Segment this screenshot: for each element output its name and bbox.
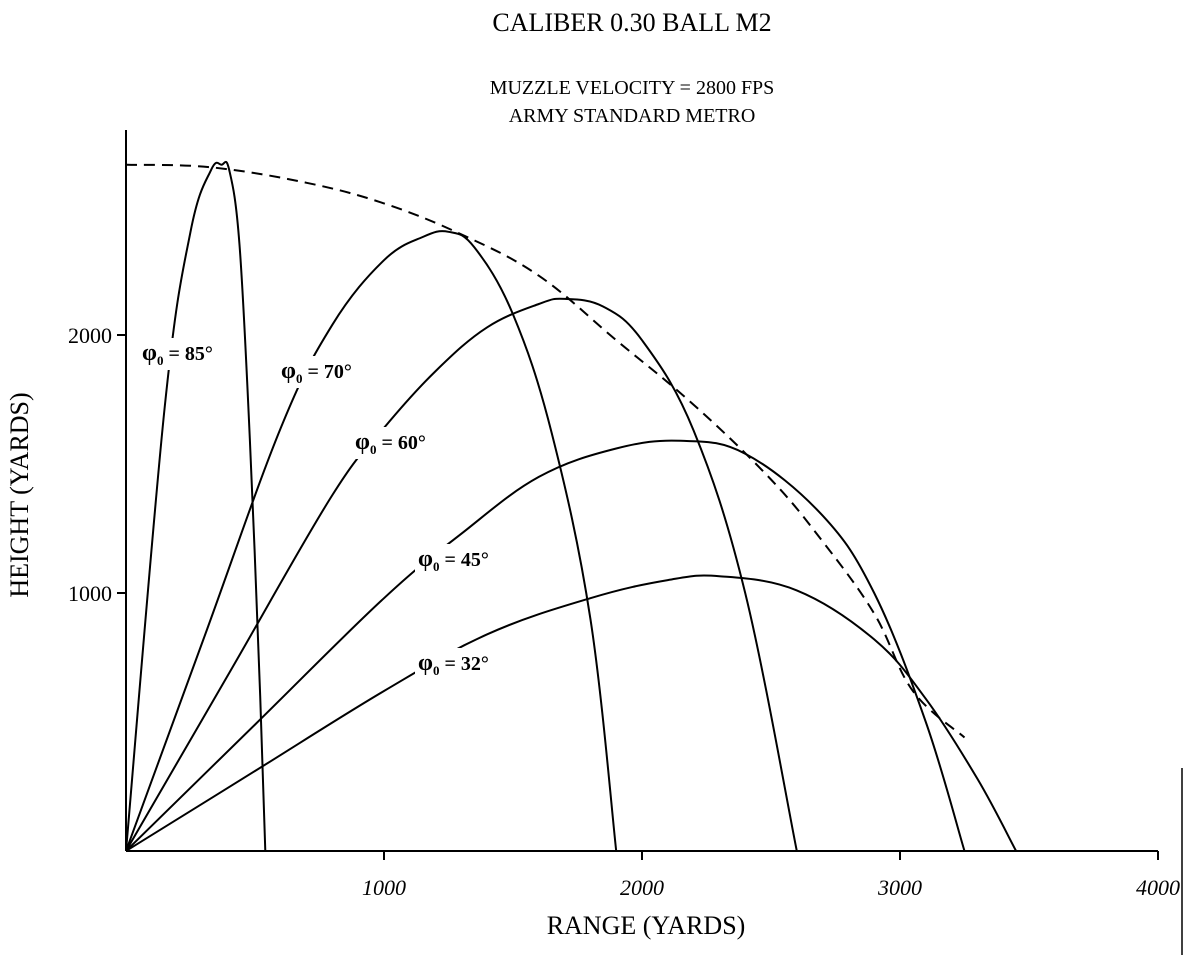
series-label-subscript: 0 [370,442,377,457]
series-label-symbol: φ [355,429,370,455]
series-label-symbol: φ [281,358,296,384]
trajectory-line-0 [125,160,267,852]
series-label-background [415,648,492,680]
x-tick-label: 2000 [620,875,664,900]
chart-subtitle-line-1: MUZZLE VELOCITY = 2800 FPS [490,77,775,99]
trajectory-line-1 [125,230,618,852]
series-label-value: = 45° [439,549,488,571]
chart-title: CALIBER 0.30 BALL M2 [492,8,771,37]
series-label-subscript: 0 [157,353,164,368]
series-label-1: φ0 = 70° [281,358,352,386]
series-label-value: = 60° [376,432,425,454]
y-tick-label: 2000 [68,323,112,348]
series-label-background [139,338,216,370]
series-label-background [352,427,429,459]
y-axis-label: HEIGHT (YARDS) [5,392,34,597]
series-label-subscript: 0 [433,663,440,678]
x-tick-label: 4000 [1136,875,1180,900]
x-axis-label: RANGE (YARDS) [547,911,746,940]
series-label-4: φ0 = 32° [418,650,489,678]
series-label-symbol: φ [418,650,433,676]
series-label-background [278,356,355,388]
series-label-symbol: φ [142,340,157,366]
trajectory-line-4 [125,574,1017,852]
chart-subtitle-line-2: ARMY STANDARD METRO [509,105,756,127]
envelope-dashed-line [125,163,966,739]
series-label-subscript: 0 [433,559,440,574]
series-label-subscript: 0 [296,371,303,386]
axes [125,130,1158,852]
series-label-3: φ0 = 45° [418,546,489,574]
series-label-value: = 32° [439,653,488,675]
series-label-symbol: φ [418,546,433,572]
x-tick-label: 1000 [362,875,406,900]
series-label-2: φ0 = 60° [355,429,426,457]
series-label-value: = 85° [163,343,212,365]
y-tick-label: 1000 [68,581,112,606]
x-tick-label: 3000 [877,875,922,900]
series-label-background [415,544,492,576]
series-label-value: = 70° [302,361,351,383]
trajectory-line-2 [125,297,798,852]
trajectory-line-3 [125,439,966,852]
series-label-0: φ0 = 85° [142,340,213,368]
